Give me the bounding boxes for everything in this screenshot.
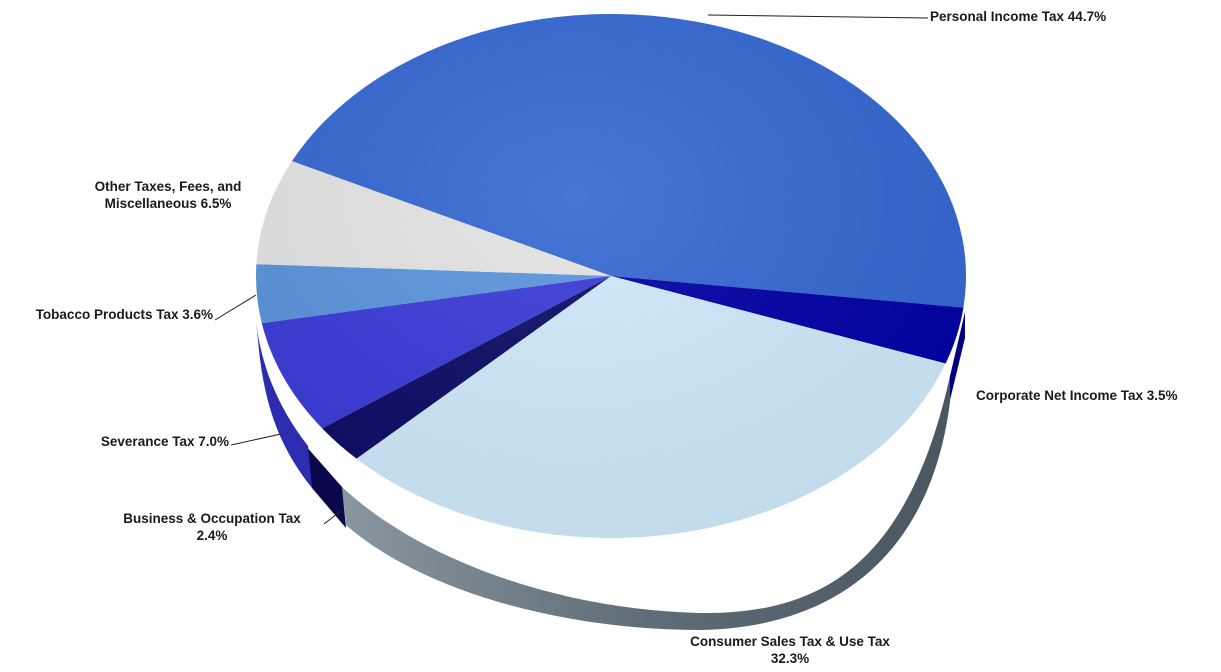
slice-label-business-occupation-tax: Business & Occupation Tax 2.4% <box>123 511 301 543</box>
slice-side-corporate <box>950 312 965 400</box>
leader-lines <box>214 14 929 525</box>
leader-line-tobacco-products-tax <box>214 294 257 321</box>
slice-label-corporate-net-income-tax: Corporate Net Income Tax 3.5% <box>976 388 1178 403</box>
leader-line-personal-income-tax <box>707 14 929 19</box>
leader-line-severance-tax <box>230 433 282 446</box>
slice-side-severance <box>256 322 312 488</box>
pie-sheen <box>256 14 966 538</box>
leader-line-business-occupation-tax <box>323 509 343 525</box>
slice-label-consumer-sales-tax-use-tax: Consumer Sales Tax & Use Tax 32.3% <box>690 634 890 666</box>
slice-label-tobacco-products-tax: Tobacco Products Tax 3.6% <box>36 307 213 322</box>
slice-side-business-occupation <box>305 445 346 528</box>
slice-label-personal-income-tax: Personal Income Tax 44.7% <box>930 9 1106 24</box>
slice-label-other-taxes-fees-and-miscellaneous: Other Taxes, Fees, and Miscellaneous 6.5% <box>95 179 242 211</box>
slice-label-severance-tax: Severance Tax 7.0% <box>101 434 229 449</box>
